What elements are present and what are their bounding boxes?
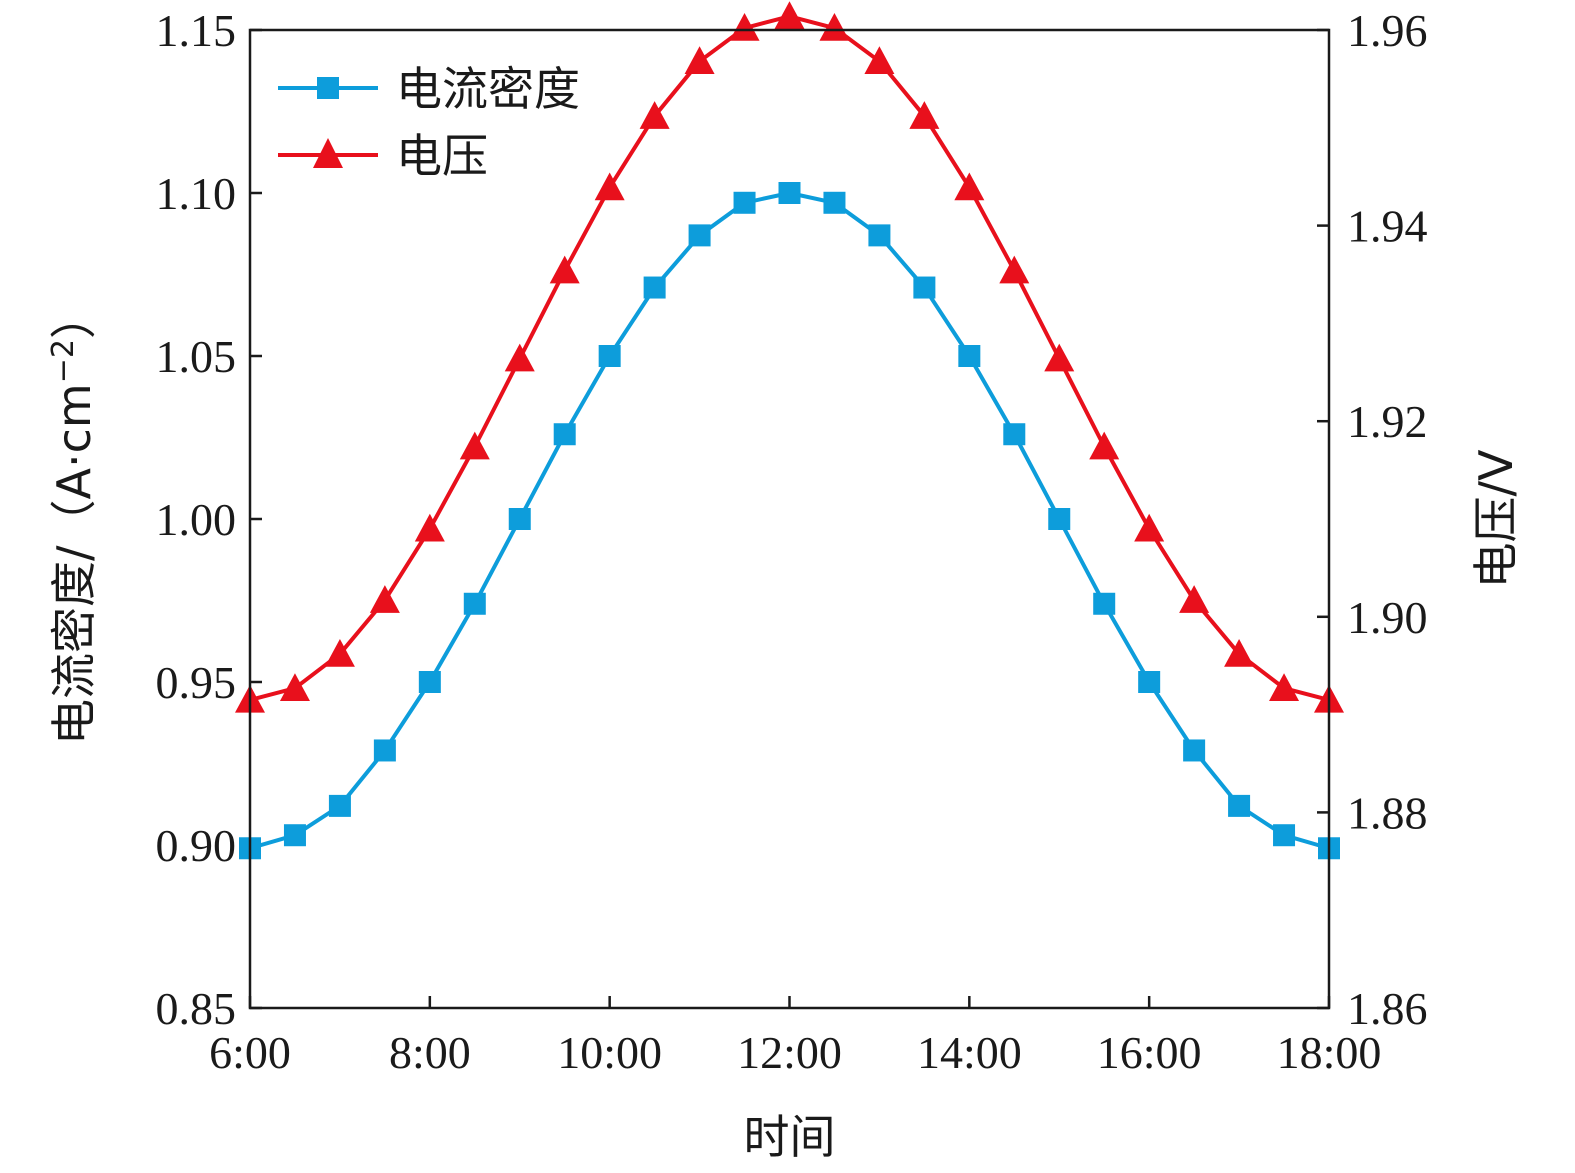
data-point-square — [778, 182, 801, 204]
data-point-triangle — [594, 172, 625, 201]
left-y-axis-title-superscript: −2 — [46, 339, 81, 383]
data-point-square — [553, 423, 576, 446]
data-point-triangle — [1134, 513, 1165, 542]
legend-item-current-density: 电流密度 — [278, 62, 580, 116]
left-tick-label: 1.05 — [156, 331, 237, 382]
left-y-axis-title: 电流密度/（A·cm−2） — [46, 293, 102, 745]
legend: 电流密度 电压 — [278, 62, 580, 183]
legend-label-voltage: 电压 — [396, 129, 488, 183]
data-point-triangle — [639, 101, 670, 129]
data-point-square — [868, 224, 891, 247]
x-tick-label: 12:00 — [737, 1027, 842, 1078]
right-tick-label: 1.88 — [1347, 787, 1428, 838]
data-point-square — [1003, 423, 1026, 446]
left-y-axis-title-main: 电流密度/（A·cm — [47, 383, 101, 745]
data-point-square — [1093, 592, 1116, 615]
x-tick-label: 8:00 — [389, 1027, 471, 1078]
data-point-square — [1228, 794, 1251, 817]
data-point-triangle — [279, 673, 310, 701]
data-point-triangle — [684, 46, 715, 75]
legend-triangle-marker — [313, 138, 343, 168]
data-point-square — [1048, 508, 1071, 530]
data-point-triangle — [1269, 673, 1300, 701]
data-point-square — [1183, 739, 1206, 762]
plot-area-frame — [248, 28, 1331, 1010]
left-tick-label: 0.85 — [156, 983, 237, 1034]
data-point-square — [823, 191, 846, 214]
right-tick-label: 1.94 — [1347, 201, 1428, 252]
data-point-square — [373, 739, 396, 762]
right-tick-label: 1.86 — [1347, 983, 1428, 1034]
left-tick-label: 1.10 — [156, 168, 237, 219]
left-y-axis-title-close: ） — [47, 293, 101, 339]
data-point-square — [463, 592, 486, 615]
data-point-triangle — [324, 638, 355, 667]
data-point-triangle — [414, 513, 445, 542]
series-line-0 — [249, 191, 1330, 851]
right-tick-label: 1.96 — [1347, 5, 1428, 56]
right-y-axis-title: 电压/V — [1469, 449, 1523, 588]
data-point-triangle — [369, 585, 400, 613]
left-tick-label: 0.90 — [156, 820, 237, 871]
data-point-square — [418, 671, 441, 693]
legend-label-current-density: 电流密度 — [396, 62, 580, 116]
data-point-square — [598, 345, 621, 367]
right-y-axis: 1.86 1.88 1.90 1.92 1.94 1.96 — [1317, 5, 1428, 1034]
series-layer — [235, 1, 1344, 860]
x-tick-label: 18:00 — [1277, 1027, 1382, 1078]
data-point-square — [643, 276, 666, 299]
data-point-square — [328, 794, 351, 817]
data-point-triangle — [1224, 638, 1255, 667]
data-point-triangle — [1089, 431, 1120, 460]
data-point-square — [913, 276, 936, 299]
data-point-square — [733, 191, 756, 214]
data-point-triangle — [1044, 343, 1075, 372]
left-y-axis: 0.85 0.90 0.95 1.00 1.05 1.10 1.15 — [156, 5, 262, 1034]
right-tick-label: 1.92 — [1347, 396, 1428, 447]
x-tick-label: 14:00 — [917, 1027, 1022, 1078]
x-axis-title: 时间 — [744, 1110, 836, 1164]
data-point-square — [283, 824, 306, 847]
right-tick-label: 1.90 — [1347, 592, 1428, 643]
left-tick-label: 1.15 — [156, 5, 237, 56]
x-tick-label: 6:00 — [209, 1027, 291, 1078]
data-point-triangle — [864, 46, 895, 75]
data-point-square — [508, 508, 531, 530]
data-point-square — [1138, 671, 1161, 693]
data-point-triangle — [549, 255, 580, 284]
data-point-triangle — [909, 101, 940, 129]
legend-item-voltage: 电压 — [278, 129, 488, 183]
x-tick-label: 16:00 — [1097, 1027, 1202, 1078]
data-point-square — [1273, 824, 1296, 847]
data-point-triangle — [729, 13, 760, 41]
left-tick-label: 1.00 — [156, 494, 237, 545]
left-tick-label: 0.95 — [156, 657, 237, 708]
data-point-triangle — [504, 343, 535, 372]
legend-square-marker — [317, 77, 339, 99]
data-point-triangle — [954, 172, 985, 201]
data-point-triangle — [774, 1, 805, 30]
x-tick-label: 10:00 — [557, 1027, 662, 1078]
data-point-triangle — [1179, 585, 1210, 613]
data-point-triangle — [819, 13, 850, 41]
data-point-triangle — [999, 255, 1030, 284]
data-point-square — [688, 224, 711, 247]
data-point-triangle — [459, 431, 490, 460]
data-point-square — [958, 345, 981, 367]
x-axis: 6:00 8:00 10:00 12:00 14:00 16:00 18:00 — [209, 996, 1381, 1078]
series-line-1 — [249, 14, 1330, 702]
